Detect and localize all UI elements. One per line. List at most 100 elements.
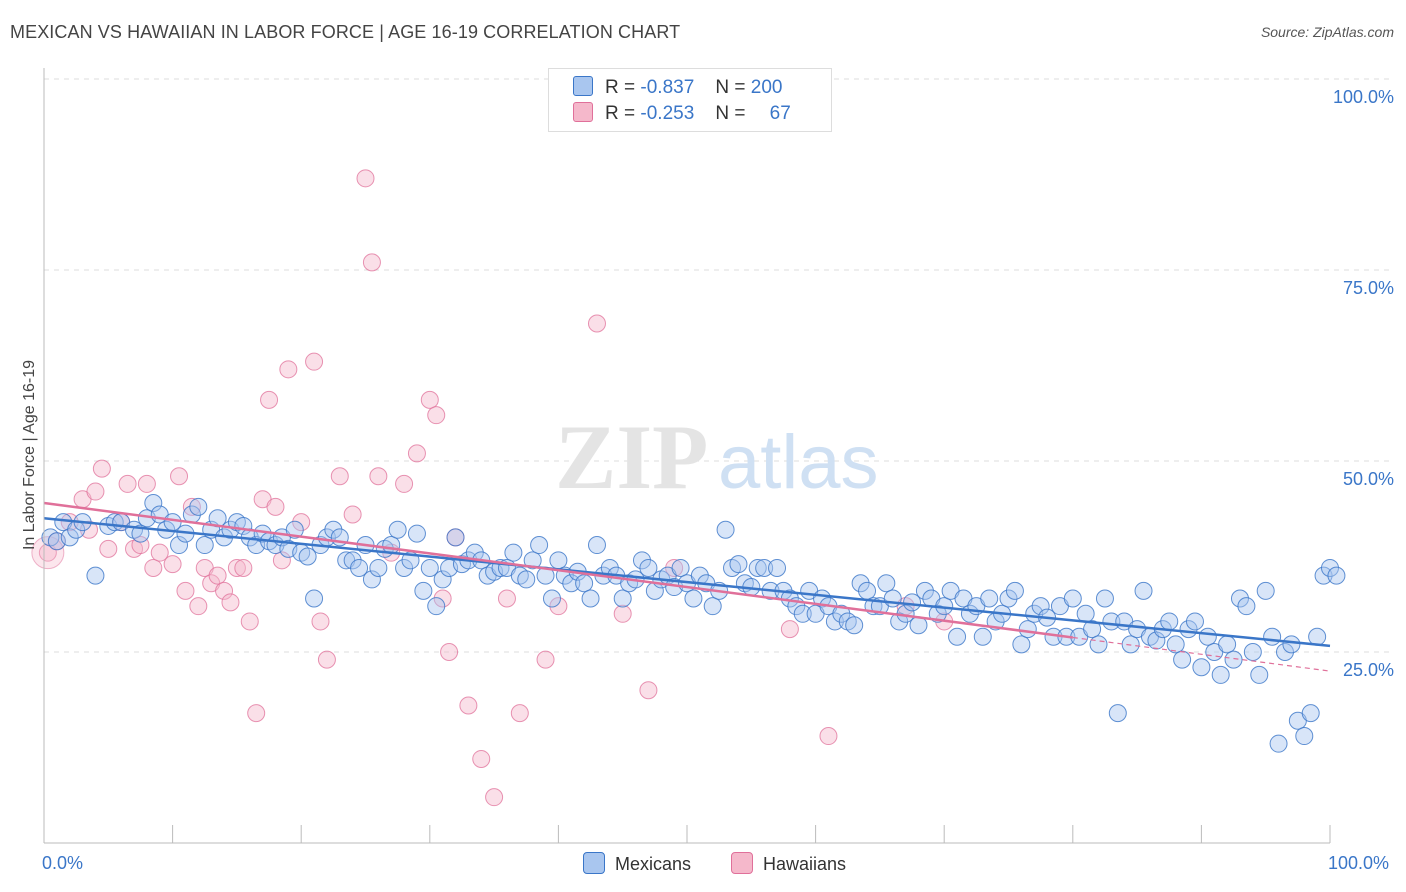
chart-title: MEXICAN VS HAWAIIAN IN LABOR FORCE | AGE… <box>10 22 681 42</box>
mexican-point <box>562 574 581 593</box>
hawaiians-trend-line-extension <box>1072 636 1331 672</box>
hawaiian-point <box>356 169 375 188</box>
legend-swatch-mexicans <box>573 76 593 96</box>
mexican-point <box>684 589 703 608</box>
mexican-point <box>350 558 369 577</box>
bottom-legend-label-hawaiians: Hawaiians <box>763 854 847 874</box>
hawaiian-point <box>317 650 336 669</box>
legend-r-value-mexicans: -0.837 <box>640 77 695 98</box>
hawaiian-point <box>369 467 388 486</box>
hawaiian-point <box>150 543 169 562</box>
mexican-point <box>433 570 452 589</box>
hawaiian-point <box>292 513 311 532</box>
hawaiians-points <box>31 169 954 807</box>
hawaiian-point <box>279 360 298 379</box>
mexican-point <box>369 558 388 577</box>
y-axis-label: In Labor Force | Age 16-19 <box>21 359 38 551</box>
hawaiian-point <box>92 459 111 478</box>
mexican-point <box>1321 558 1339 577</box>
hawaiian-point <box>163 555 182 574</box>
stats-legend: R = -0.837 N = 200 R = -0.253 N = 67 <box>548 68 832 132</box>
mexican-point <box>1121 635 1140 654</box>
mexican-point <box>845 616 864 635</box>
mexican-point <box>1256 581 1275 600</box>
mexican-point <box>858 581 877 600</box>
bottom-legend-mexicans: Mexicans <box>583 852 691 875</box>
mexican-point <box>1301 704 1320 723</box>
legend-n-value-mexicans: 200 <box>750 77 783 98</box>
mexican-point <box>523 551 542 570</box>
mexican-point <box>1160 612 1179 631</box>
y-tick-label-50: 50.0% <box>1342 469 1394 489</box>
bottom-legend-swatch-hawaiians <box>731 852 753 874</box>
hawaiian-point <box>780 620 799 639</box>
mexican-point <box>305 589 324 608</box>
y-tick-label-100: 100.0% <box>1332 87 1394 107</box>
hawaiian-point <box>86 482 105 501</box>
mexican-point <box>1327 566 1346 585</box>
mexican-point <box>1224 650 1243 669</box>
mexican-point <box>671 558 690 577</box>
mexican-point <box>1083 620 1102 639</box>
bottom-legend-label-mexicans: Mexicans <box>615 854 692 874</box>
mexican-point <box>793 604 812 623</box>
trend-lines <box>43 501 1331 672</box>
mexican-point <box>1147 631 1166 650</box>
hawaiian-point <box>240 612 259 631</box>
mexican-point <box>716 520 735 539</box>
hawaiian-point <box>215 581 234 600</box>
mexican-point <box>195 536 214 555</box>
mexican-point <box>144 494 163 513</box>
mexican-point <box>504 543 523 562</box>
mexican-point <box>1018 620 1037 639</box>
hawaiian-point <box>144 558 163 577</box>
hawaiian-point <box>305 352 324 371</box>
mexican-point <box>1134 581 1153 600</box>
mexican-point <box>755 558 774 577</box>
mexican-point <box>1076 604 1095 623</box>
hawaiian-point <box>549 597 568 616</box>
y-tick-label-75: 75.0% <box>1342 278 1394 298</box>
mexican-point <box>915 581 934 600</box>
mexican-point <box>1012 635 1031 654</box>
mexican-point <box>851 574 870 593</box>
hawaiian-point <box>266 497 285 516</box>
axes <box>43 68 1331 844</box>
hawaiian-point <box>221 593 240 612</box>
mexican-point <box>748 558 767 577</box>
hawaiian-point <box>819 727 838 746</box>
mexican-point <box>639 558 658 577</box>
mexican-point <box>1263 627 1282 646</box>
mexican-point <box>1295 727 1314 746</box>
mexican-point <box>86 566 105 585</box>
mexican-point <box>1269 734 1288 753</box>
legend-swatch-hawaiians <box>573 102 593 122</box>
hawaiian-point <box>420 390 439 409</box>
mexican-point <box>362 570 381 589</box>
mexican-point <box>189 497 208 516</box>
mexican-point <box>877 574 896 593</box>
mexican-point <box>388 520 407 539</box>
mexican-point <box>825 612 844 631</box>
mexican-point <box>1063 589 1082 608</box>
hawaiian-point <box>118 474 137 493</box>
mexican-point <box>1005 581 1024 600</box>
mexican-point <box>1250 665 1269 684</box>
mexican-point <box>324 520 343 539</box>
hawaiian-point <box>208 566 227 585</box>
bottom-legend-hawaiians: Hawaiians <box>731 852 846 875</box>
mexican-point <box>446 528 465 547</box>
mexican-point <box>427 597 446 616</box>
watermark-zip: ZIP <box>555 406 708 508</box>
mexican-point <box>395 558 414 577</box>
hawaiian-point <box>330 467 349 486</box>
hawaiian-point <box>472 749 491 768</box>
hawaiian-point <box>272 551 291 570</box>
mexican-point <box>613 589 632 608</box>
hawaiian-point <box>536 650 555 669</box>
mexican-point <box>1314 566 1333 585</box>
hawaiian-point <box>343 505 362 524</box>
mexican-point <box>1218 635 1237 654</box>
x-tick-label-max: 100.0% <box>1328 853 1390 873</box>
mexican-point <box>1237 597 1256 616</box>
